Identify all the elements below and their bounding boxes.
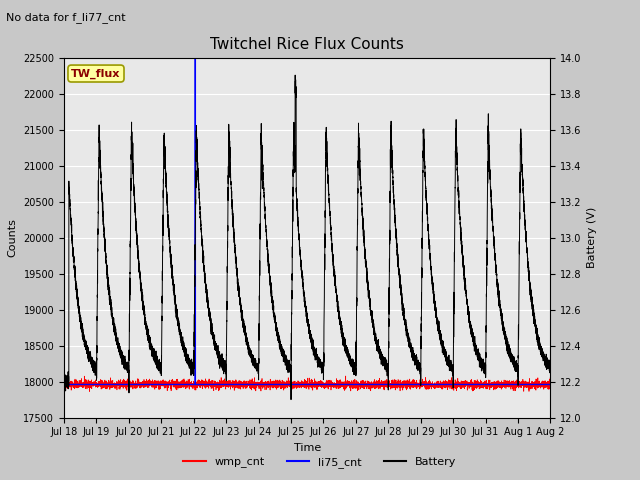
Y-axis label: Counts: Counts — [8, 218, 18, 257]
Text: No data for f_li77_cnt: No data for f_li77_cnt — [6, 12, 126, 23]
Text: TW_flux: TW_flux — [71, 68, 121, 79]
Legend: wmp_cnt, li75_cnt, Battery: wmp_cnt, li75_cnt, Battery — [179, 452, 461, 472]
X-axis label: Time: Time — [294, 443, 321, 453]
Y-axis label: Battery (V): Battery (V) — [588, 207, 597, 268]
Title: Twitchel Rice Flux Counts: Twitchel Rice Flux Counts — [211, 37, 404, 52]
